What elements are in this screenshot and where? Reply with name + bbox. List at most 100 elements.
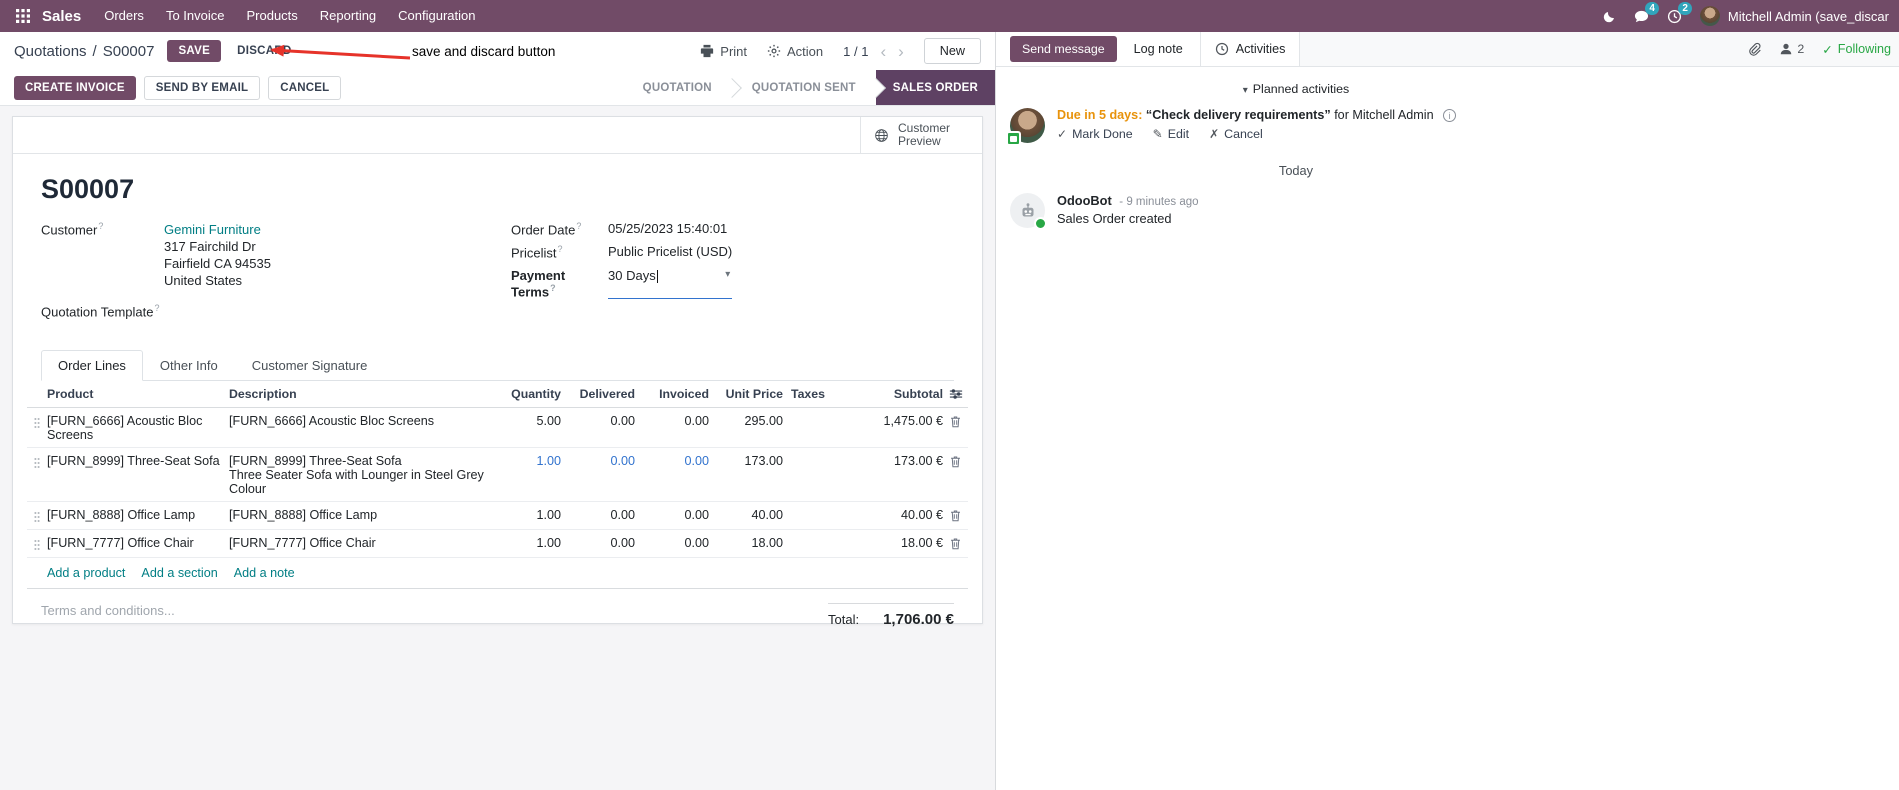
- drag-handle-icon[interactable]: [27, 530, 47, 557]
- record-title[interactable]: S00007: [41, 174, 135, 204]
- help-marker[interactable]: ?: [576, 221, 582, 231]
- terms-placeholder[interactable]: Terms and conditions...: [41, 603, 175, 619]
- help-marker[interactable]: ?: [557, 244, 563, 255]
- cell-product[interactable]: [FURN_7777] Office Chair: [47, 536, 194, 551]
- cell-quantity[interactable]: 1.00: [536, 454, 561, 469]
- add-section-link[interactable]: Add a section: [141, 566, 218, 581]
- cell-description[interactable]: [FURN_8999] Three-Seat Sofa Three Seater…: [229, 448, 491, 501]
- col-subtotal[interactable]: Subtotal: [893, 387, 943, 402]
- delete-row-icon[interactable]: [943, 530, 968, 555]
- send-by-email-button[interactable]: SEND BY EMAIL: [143, 75, 261, 100]
- new-button[interactable]: New: [923, 38, 981, 64]
- cell-description[interactable]: [FURN_8888] Office Lamp: [229, 508, 378, 523]
- activity-avatar[interactable]: [1006, 108, 1045, 146]
- menu-products[interactable]: Products: [246, 8, 298, 23]
- discard-button[interactable]: DISCARD: [237, 45, 292, 57]
- activities-tab[interactable]: Activities: [1199, 32, 1301, 66]
- cell-quantity[interactable]: 1.00: [536, 508, 561, 523]
- stage-sales-order[interactable]: SALES ORDER: [875, 70, 995, 105]
- menu-orders[interactable]: Orders: [104, 8, 144, 23]
- add-product-link[interactable]: Add a product: [47, 566, 126, 581]
- moon-icon[interactable]: [1603, 10, 1616, 23]
- cell-invoiced[interactable]: 0.00: [684, 454, 709, 469]
- print-button[interactable]: Print: [700, 44, 747, 59]
- messages-icon[interactable]: 4: [1634, 1, 1659, 24]
- message-author[interactable]: OdooBot: [1057, 193, 1112, 208]
- col-product[interactable]: Product: [47, 387, 94, 402]
- cell-taxes[interactable]: [783, 448, 833, 459]
- customer-link[interactable]: Gemini Furniture: [164, 222, 261, 237]
- tab-customer-signature[interactable]: Customer Signature: [251, 358, 368, 374]
- menu-reporting[interactable]: Reporting: [319, 8, 377, 23]
- help-marker[interactable]: ?: [98, 221, 104, 231]
- cell-quantity[interactable]: 5.00: [536, 414, 561, 429]
- stage-quotation[interactable]: QUOTATION: [622, 70, 732, 105]
- order-line-row[interactable]: [FURN_8888] Office Lamp [FURN_8888] Offi…: [27, 502, 968, 531]
- menu-to-invoice[interactable]: To Invoice: [165, 8, 225, 23]
- cell-delivered[interactable]: 0.00: [610, 454, 635, 469]
- cell-product[interactable]: [FURN_8888] Office Lamp: [47, 508, 196, 523]
- followers-button[interactable]: 2: [1779, 42, 1804, 56]
- log-note-button[interactable]: Log note: [1117, 32, 1200, 66]
- col-description[interactable]: Description: [229, 387, 297, 402]
- order-line-row[interactable]: [FURN_6666] Acoustic Bloc Screens [FURN_…: [27, 408, 968, 449]
- cell-description[interactable]: [FURN_6666] Acoustic Bloc Screens: [229, 414, 435, 429]
- planned-activities-header[interactable]: ▾ Planned activities: [996, 73, 1596, 104]
- odoobot-avatar[interactable]: [1010, 193, 1047, 230]
- order-line-row[interactable]: [FURN_7777] Office Chair [FURN_7777] Off…: [27, 530, 968, 559]
- col-quantity[interactable]: Quantity: [511, 387, 561, 402]
- order-date-value[interactable]: 05/25/2023 15:40:01: [608, 221, 728, 236]
- order-line-row[interactable]: [FURN_8999] Three-Seat Sofa [FURN_8999] …: [27, 448, 968, 503]
- info-icon[interactable]: i: [1443, 109, 1457, 123]
- mark-done-button[interactable]: ✓ Mark Done: [1057, 127, 1133, 142]
- cell-delivered[interactable]: 0.00: [610, 536, 635, 551]
- cell-invoiced[interactable]: 0.00: [684, 536, 709, 551]
- cell-unit-price[interactable]: 295.00: [744, 414, 783, 429]
- col-taxes[interactable]: Taxes: [791, 387, 825, 402]
- save-button[interactable]: SAVE: [167, 40, 222, 62]
- menu-configuration[interactable]: Configuration: [398, 8, 476, 23]
- cell-invoiced[interactable]: 0.00: [684, 508, 709, 523]
- delete-row-icon[interactable]: [943, 448, 968, 473]
- cell-delivered[interactable]: 0.00: [610, 414, 635, 429]
- edit-activity-button[interactable]: ✎ Edit: [1152, 127, 1190, 142]
- cell-taxes[interactable]: [783, 502, 833, 513]
- payment-terms-input[interactable]: 30 Days ▾: [608, 268, 733, 299]
- quotation-template-field[interactable]: Quotation Template?: [41, 303, 511, 319]
- drag-handle-icon[interactable]: [27, 408, 47, 435]
- optional-columns-icon[interactable]: [943, 381, 968, 407]
- activities-clock-icon[interactable]: 2: [1667, 1, 1692, 24]
- cell-unit-price[interactable]: 173.00: [744, 454, 783, 469]
- drag-handle-icon[interactable]: [27, 448, 47, 475]
- tab-order-lines[interactable]: Order Lines: [41, 350, 143, 382]
- pager-previous-icon[interactable]: ‹: [880, 41, 887, 61]
- breadcrumb-quotations[interactable]: Quotations: [14, 42, 87, 60]
- cell-delivered[interactable]: 0.00: [610, 508, 635, 523]
- cell-taxes[interactable]: [783, 530, 833, 541]
- chevron-down-icon[interactable]: ▾: [725, 268, 731, 280]
- following-button[interactable]: ✓ Following: [1822, 42, 1891, 57]
- cell-unit-price[interactable]: 18.00: [751, 536, 783, 551]
- pricelist-value[interactable]: Public Pricelist (USD): [608, 244, 733, 260]
- pager-next-icon[interactable]: ›: [898, 41, 904, 61]
- send-message-button[interactable]: Send message: [1010, 36, 1117, 62]
- drag-handle-icon[interactable]: [27, 502, 47, 529]
- cell-quantity[interactable]: 1.00: [536, 536, 561, 551]
- delete-row-icon[interactable]: [943, 502, 968, 527]
- cell-invoiced[interactable]: 0.00: [684, 414, 709, 429]
- customer-preview-button[interactable]: Customer Preview: [860, 117, 982, 153]
- cell-product[interactable]: [FURN_8999] Three-Seat Sofa: [47, 454, 220, 469]
- tab-other-info[interactable]: Other Info: [159, 358, 218, 374]
- cell-description[interactable]: [FURN_7777] Office Chair: [229, 536, 376, 551]
- stage-quotation-sent[interactable]: QUOTATION SENT: [731, 70, 876, 105]
- col-invoiced[interactable]: Invoiced: [659, 387, 709, 402]
- add-note-link[interactable]: Add a note: [233, 566, 295, 581]
- apps-grid-icon[interactable]: [10, 9, 36, 23]
- help-marker[interactable]: ?: [154, 303, 160, 313]
- cell-product[interactable]: [FURN_6666] Acoustic Bloc Screens: [47, 414, 203, 443]
- col-delivered[interactable]: Delivered: [579, 387, 635, 402]
- action-button[interactable]: Action: [767, 44, 823, 59]
- create-invoice-button[interactable]: CREATE INVOICE: [14, 75, 136, 100]
- cancel-button[interactable]: CANCEL: [268, 75, 342, 100]
- delete-row-icon[interactable]: [943, 408, 968, 433]
